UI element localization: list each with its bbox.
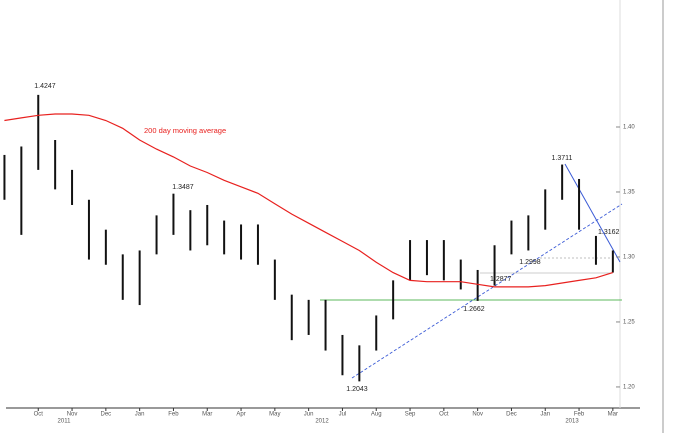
y-tick-label: 1.30 bbox=[623, 255, 635, 261]
y-tick-label: 1.40 bbox=[623, 125, 635, 131]
price-annotation: 1.3162 bbox=[598, 229, 620, 236]
x-tick-label: Mar bbox=[608, 412, 618, 418]
price-annotation: 1.2998 bbox=[519, 259, 541, 266]
year-label: 2012 bbox=[315, 419, 329, 425]
x-tick-label: Oct bbox=[439, 412, 449, 418]
price-annotation: 1.3711 bbox=[552, 155, 573, 162]
x-tick-label: Oct bbox=[34, 412, 44, 418]
ma-label: 200 day moving average bbox=[144, 126, 226, 135]
x-tick-label: Feb bbox=[574, 412, 585, 418]
x-tick-label: Dec bbox=[506, 412, 517, 418]
trend-line bbox=[351, 203, 623, 379]
year-label: 2011 bbox=[58, 419, 72, 425]
price-annotation: 1.2043 bbox=[346, 386, 368, 393]
y-tick-label: 1.20 bbox=[623, 385, 635, 391]
x-tick-label: Nov bbox=[472, 412, 483, 418]
moving-average bbox=[4, 113, 613, 288]
x-tick-label: Nov bbox=[67, 412, 78, 418]
trend-line bbox=[564, 163, 621, 263]
x-tick-label: Mar bbox=[202, 412, 212, 418]
x-tick-label: Aug bbox=[371, 412, 382, 418]
y-tick-label: 1.35 bbox=[623, 190, 635, 196]
x-tick-label: Jun bbox=[304, 412, 314, 418]
year-label: 2013 bbox=[565, 419, 579, 425]
x-tick-label: Dec bbox=[101, 412, 112, 418]
price-annotation: 1.2662 bbox=[463, 306, 485, 313]
x-tick-label: Feb bbox=[168, 412, 179, 418]
price-annotation: 1.2877 bbox=[490, 276, 512, 283]
x-tick-label: May bbox=[269, 412, 280, 418]
x-tick-label: Jan bbox=[540, 412, 550, 418]
x-tick-label: Jul bbox=[339, 412, 347, 418]
y-tick-label: 1.25 bbox=[623, 320, 635, 326]
x-tick-label: Apr bbox=[236, 412, 245, 418]
price-annotation: 1.3487 bbox=[172, 184, 194, 191]
x-tick-label: Sep bbox=[405, 412, 416, 418]
price-annotation: 1.4247 bbox=[34, 83, 56, 90]
x-tick-label: Jan bbox=[135, 412, 145, 418]
